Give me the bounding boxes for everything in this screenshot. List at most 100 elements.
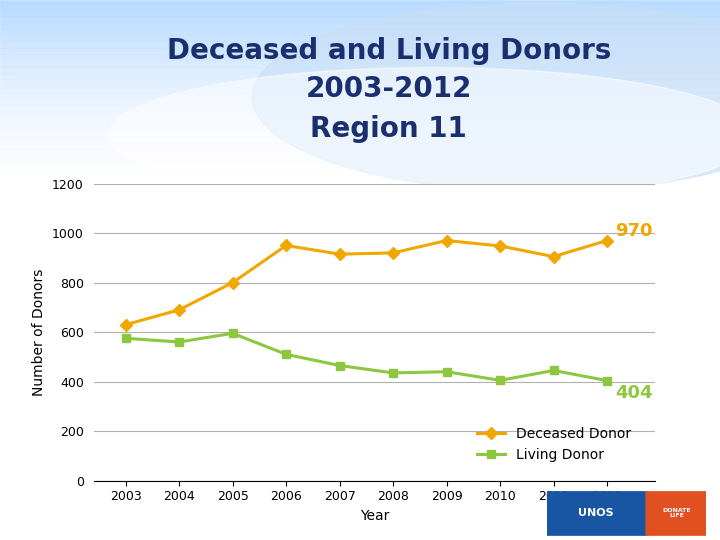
Bar [0,32,720,33]
Bar [0,14,720,15]
Bar [0,88,720,89]
Bar [0,55,720,56]
Bar [0,105,720,106]
Bar [0,87,720,88]
Bar [0,50,720,51]
Bar [0,125,720,126]
Bar [0,132,720,133]
Text: Deceased and Living Donors: Deceased and Living Donors [166,37,611,65]
Bar [0,65,720,66]
Bar [0,25,720,26]
Ellipse shape [108,68,720,202]
Bar [0,140,720,141]
Bar [0,126,720,127]
Bar [0,90,720,91]
Bar [0,46,720,48]
Bar [0,170,720,171]
Bar [0,145,720,146]
Bar [0,79,720,80]
Bar [0,115,720,116]
Bar [0,38,720,39]
Bar [0,157,720,158]
Bar [0,40,720,42]
Bar [0,33,720,35]
Bar [0,37,720,38]
Bar [0,171,720,172]
Bar [0,160,720,161]
Bar [0,141,720,143]
Bar [0,159,720,160]
X-axis label: Year: Year [360,509,389,523]
Bar [0,16,720,17]
Bar [0,161,720,163]
Bar [0,124,720,125]
Bar [0,59,720,60]
Bar [0,43,720,44]
Bar [0,70,720,71]
Text: Region 11: Region 11 [310,114,467,143]
Bar [0,137,720,138]
Bar [0,108,720,109]
Bar [0,39,720,40]
Bar [0,31,720,32]
Bar [0,0,720,1]
Bar [0,168,720,170]
Bar [0,172,720,173]
Bar [0,28,720,29]
Bar [0,151,720,152]
Bar [0,7,720,8]
Bar [0,9,720,10]
Bar [0,165,720,166]
Bar [0,84,720,85]
Bar [0,117,720,118]
Bar [0,18,720,19]
Bar [0,12,720,13]
Bar [0,104,720,105]
Bar [0,19,720,20]
Bar [0,35,720,36]
Bar [0,110,720,111]
Bar [0,69,720,70]
Bar [0,138,720,139]
Bar [0,72,720,73]
Bar [0,80,720,81]
Bar [0,48,720,49]
Bar [0,4,720,5]
Bar [0,5,720,6]
Bar [0,20,720,21]
Text: DONATE
LIFE: DONATE LIFE [663,508,691,518]
Bar [0,60,720,62]
Bar [0,3,720,4]
Bar [0,130,720,131]
Bar [0,163,720,164]
Bar [0,167,720,168]
Bar [0,23,720,24]
Bar [0,6,720,7]
Bar [0,2,720,3]
Bar [0,64,720,65]
Bar [0,164,720,165]
Bar [0,122,720,123]
Bar [0,95,720,96]
Bar [0,45,720,46]
Bar [0,10,720,11]
Ellipse shape [252,3,720,192]
Bar [0,71,720,72]
Bar [0,109,720,110]
Bar [0,26,720,27]
Bar [0,62,720,63]
Bar [0,78,720,79]
Bar [0,83,720,84]
Bar [0,29,720,30]
Bar [0,57,720,58]
Bar [0,113,720,114]
Bar [0,21,720,22]
Bar [0,136,720,137]
Bar [0,30,720,31]
Bar [0,13,720,14]
Bar [0,92,720,93]
Bar [0,129,720,130]
Bar [0,112,720,113]
Bar [0,166,720,167]
Bar [0,102,720,103]
